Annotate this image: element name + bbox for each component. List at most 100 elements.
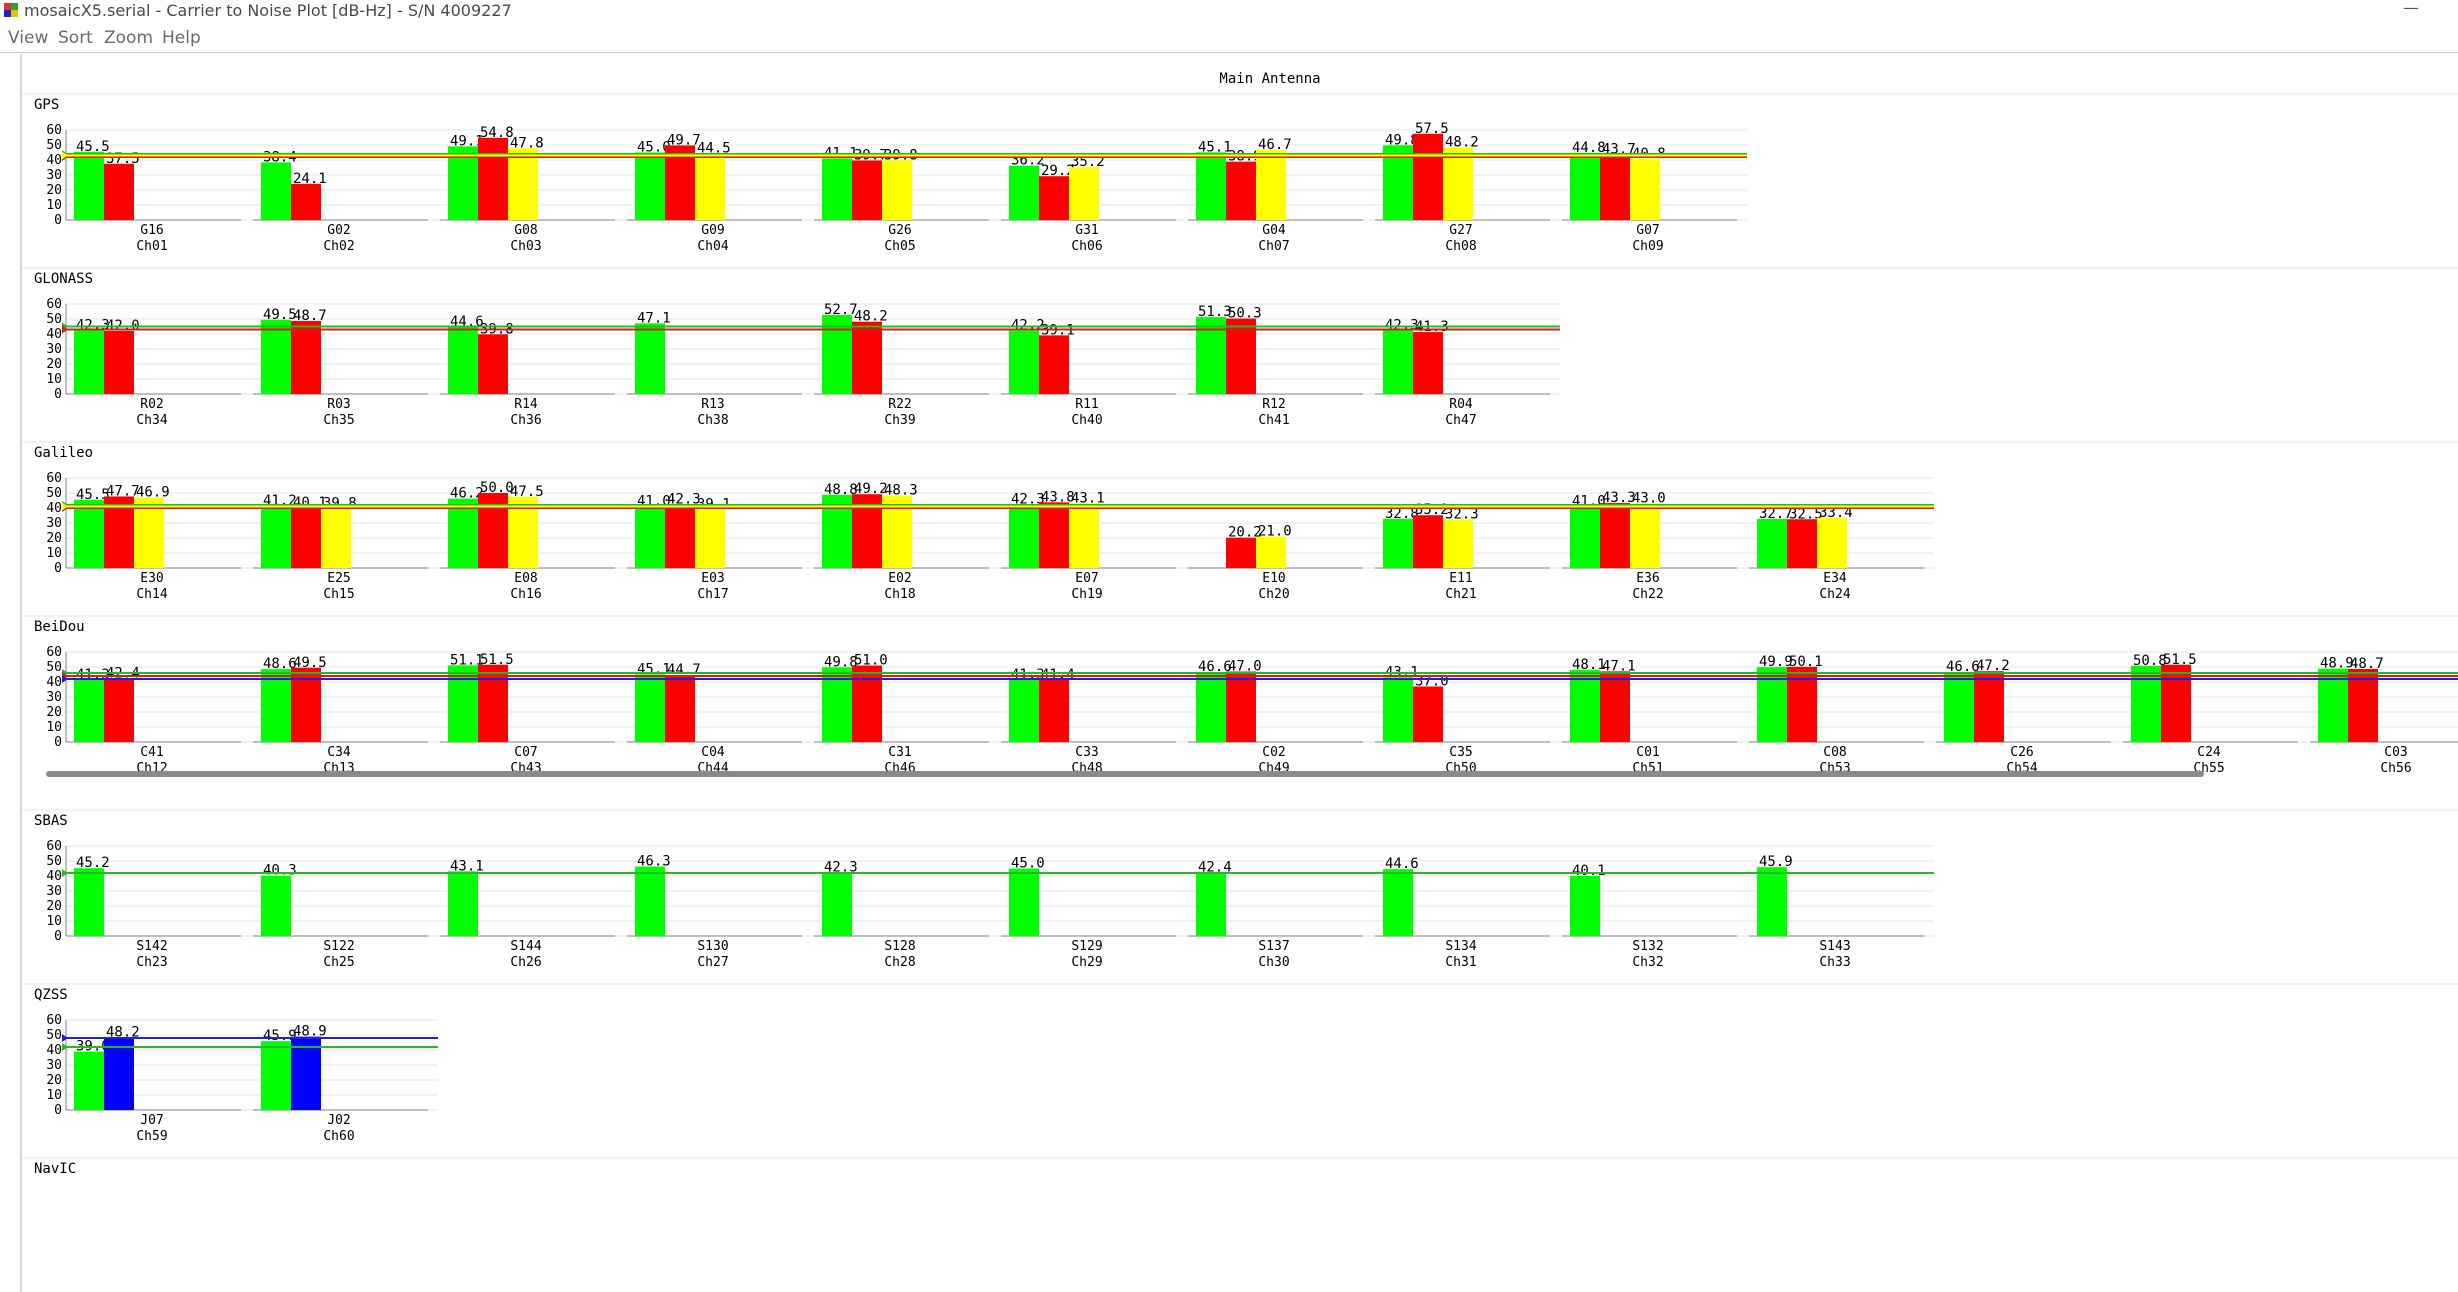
channel-label: Ch17 [697, 587, 728, 602]
bar-value-label: 42.3 [1011, 492, 1045, 508]
bar-red [104, 163, 134, 220]
sat-R14[interactable]: 44.639.8R14Ch36 [440, 314, 615, 428]
channel-label: Ch21 [1445, 587, 1476, 602]
bar-value-label: 46.6 [1198, 659, 1232, 675]
horizontal-scrollbar[interactable] [46, 771, 2204, 777]
sat-id-label: C08 [1823, 745, 1846, 760]
bar-red [291, 507, 321, 568]
channel-label: Ch41 [1258, 413, 1289, 428]
bar-green [74, 1051, 104, 1110]
group-label: BeiDou [34, 619, 85, 635]
bar-red [1600, 503, 1630, 568]
channel-label: Ch27 [697, 955, 728, 970]
channel-label: Ch22 [1632, 587, 1663, 602]
sat-id-label: E02 [888, 571, 911, 586]
y-tick-label: 10 [46, 914, 62, 929]
sat-id-label: C07 [514, 745, 537, 760]
sat-id-label: E08 [514, 571, 537, 586]
threshold-marker-green [62, 1043, 68, 1051]
group-navic: NavIC [22, 1157, 2458, 1177]
menu-view[interactable]: View [8, 28, 49, 48]
bar-green [74, 868, 104, 936]
bar-red [291, 667, 321, 742]
bar-value-label: 57.5 [1415, 121, 1449, 137]
bar-value-label: 46.3 [637, 854, 671, 870]
menu-help[interactable]: Help [162, 28, 201, 48]
bar-red [478, 137, 508, 220]
bar-value-label: 51.5 [2163, 652, 2197, 668]
bar-green [1383, 330, 1413, 394]
menu-zoom[interactable]: Zoom [104, 28, 154, 48]
bar-value-label: 47.0 [1228, 659, 1262, 675]
bar-value-label: 40.3 [263, 863, 297, 879]
window-title: mosaicX5.serial - Carrier to Noise Plot … [24, 1, 512, 20]
sat-G26[interactable]: 41.139.739.8G26Ch05 [814, 145, 989, 254]
bar-value-label: 44.6 [450, 314, 484, 330]
sat-id-label: S143 [1819, 939, 1850, 954]
bar-red [104, 678, 134, 742]
bar-red [1226, 671, 1256, 742]
bar-red [852, 160, 882, 220]
menu-sort[interactable]: Sort [58, 28, 93, 48]
bar-red [478, 334, 508, 394]
bar-green [1570, 506, 1600, 568]
minimize-button[interactable]: — [2403, 0, 2419, 17]
bar-value-label: 47.2 [1976, 658, 2010, 674]
channel-label: Ch38 [697, 413, 728, 428]
bar-value-label: 49.1 [450, 133, 484, 149]
bar-red [1600, 671, 1630, 742]
bar-yellow [695, 153, 725, 220]
sat-id-label: C24 [2197, 745, 2221, 760]
y-tick-label: 60 [46, 645, 62, 660]
bar-value-label: 47.1 [1602, 658, 1636, 674]
bar-value-label: 44.5 [697, 140, 731, 156]
bar-value-label: 46.2 [450, 486, 484, 502]
y-tick-label: 60 [46, 123, 62, 138]
y-tick-label: 0 [54, 387, 62, 402]
channel-label: Ch26 [510, 955, 541, 970]
